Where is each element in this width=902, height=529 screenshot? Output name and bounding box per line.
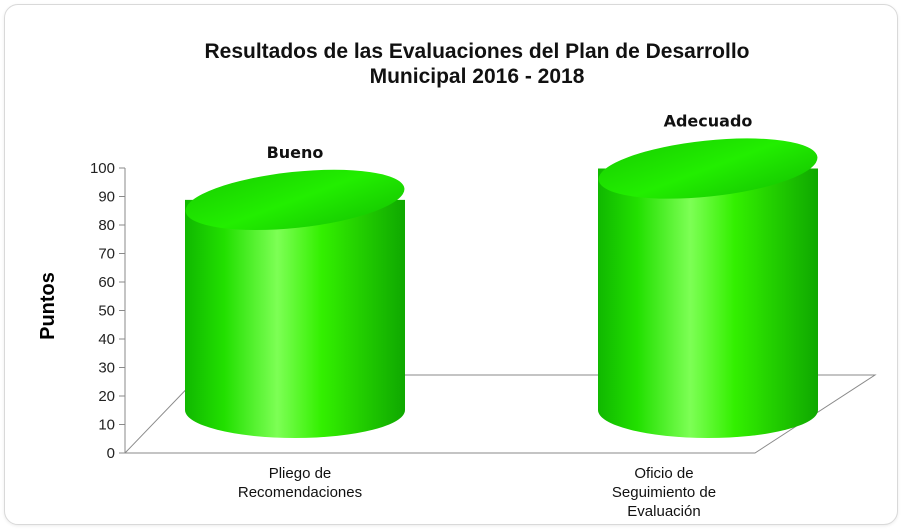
bar-body bbox=[598, 168, 818, 438]
bar-top bbox=[598, 138, 818, 199]
y-axis-ticks: 0 10 20 30 40 50 60 70 80 90 100 bbox=[90, 160, 125, 462]
y-tick-label: 60 bbox=[98, 274, 115, 291]
y-tick-label: 100 bbox=[90, 160, 115, 177]
y-tick-label: 10 bbox=[98, 417, 115, 434]
bar-data-label: Bueno bbox=[267, 143, 324, 162]
bar-cylinder: Bueno bbox=[185, 143, 405, 438]
x-category-label-line: Seguimiento de bbox=[612, 484, 716, 501]
chart-title-line-1: Resultados de las Evaluaciones del Plan … bbox=[204, 40, 749, 63]
x-category-label-line: Evaluación bbox=[627, 503, 700, 520]
bar-body bbox=[185, 199, 405, 438]
y-axis-label: Puntos bbox=[37, 272, 59, 340]
x-category-label-line: Recomendaciones bbox=[238, 484, 362, 501]
bar-top bbox=[185, 169, 405, 231]
x-category-label-line: Oficio de bbox=[634, 465, 693, 482]
x-category-label: Oficio de Seguimiento de Evaluación bbox=[612, 465, 716, 520]
y-tick-label: 0 bbox=[107, 445, 115, 462]
chart-title-line-2: Municipal 2016 - 2018 bbox=[370, 65, 585, 88]
x-axis-categories: Pliego de Recomendaciones Oficio de Seguimi… bbox=[238, 465, 716, 520]
y-tick-label: 50 bbox=[98, 303, 115, 320]
y-tick-label: 80 bbox=[98, 217, 115, 234]
y-tick-label: 20 bbox=[98, 388, 115, 405]
x-category-label-line: Pliego de bbox=[269, 465, 332, 482]
x-category-label: Pliego de Recomendaciones bbox=[238, 465, 362, 501]
y-tick-label: 30 bbox=[98, 360, 115, 377]
bar-cylinder: Adecuado bbox=[598, 112, 818, 438]
y-tick-label: 70 bbox=[98, 246, 115, 263]
y-tick-label: 90 bbox=[98, 189, 115, 206]
bar-data-label: Adecuado bbox=[664, 112, 753, 131]
y-tick-label: 40 bbox=[98, 331, 115, 348]
bars: Bueno Adecuado bbox=[185, 112, 818, 438]
